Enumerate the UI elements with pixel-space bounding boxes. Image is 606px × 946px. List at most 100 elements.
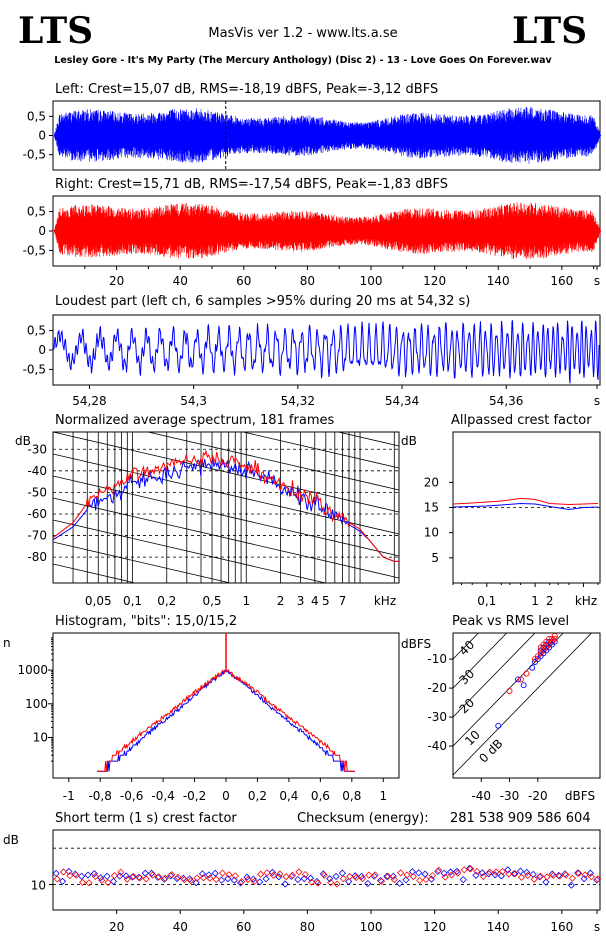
x-tick-label: 4 [311, 594, 319, 608]
crest-point-left [440, 869, 448, 877]
x-tick-label: 120 [423, 274, 446, 288]
crest-point-left [116, 872, 124, 880]
x-tick-label: kHz [374, 594, 396, 608]
crest-point-right [428, 872, 437, 880]
crest-point-right [492, 868, 500, 876]
crest-point-left [383, 872, 391, 881]
peak-rms-point-left [529, 664, 536, 671]
crest-point-right [454, 869, 462, 877]
short-crest-label: Short term (1 s) crest factor [55, 811, 237, 826]
x-tick-label: 160 [550, 920, 573, 934]
crest-point-left [78, 872, 86, 880]
left-wave-label: Left: Crest=15,07 dB, RMS=-18,19 dBFS, P… [55, 82, 439, 97]
y-tick-label: 15 [424, 501, 439, 515]
crest-point-right [320, 871, 328, 879]
peak-rms-point-right [551, 632, 558, 639]
x-tick-label: s [594, 920, 600, 934]
crest-point-left [338, 869, 346, 877]
crest-point-right [479, 872, 487, 881]
x-tick-label: 2 [277, 594, 285, 608]
loudest-label: Loudest part (left ch, 6 samples >95% du… [55, 294, 471, 309]
y-tick-label: 0 [38, 224, 46, 238]
crest-point-left [345, 877, 353, 886]
crest-point-right [79, 878, 87, 887]
crest-point-left [230, 876, 238, 884]
crest-point-right [250, 877, 258, 885]
crest-point-left [497, 872, 505, 880]
crest-point-right [206, 874, 214, 882]
crest-point-right [110, 872, 118, 880]
x-tick-label: 80 [300, 920, 315, 934]
crest-point-right [308, 878, 316, 886]
crest-point-left [421, 870, 429, 878]
crest-point-left [376, 876, 385, 885]
crest-point-right [161, 874, 169, 882]
y-tick-label: 10 [31, 879, 46, 893]
crest-point-right [568, 874, 576, 882]
peak-rms-point-left [495, 722, 502, 729]
crest-point-left [485, 870, 493, 878]
crest-point-left [332, 872, 340, 881]
crest-point-left [491, 871, 499, 879]
peak-rms-point-right [551, 635, 558, 642]
x-tick-label: 54,36 [489, 394, 523, 408]
crest-point-right [85, 879, 93, 887]
crest-point-left [237, 879, 245, 887]
crest-point-left [224, 875, 232, 883]
crest-point-right [149, 871, 157, 879]
x-tick-label: 20 [109, 920, 124, 934]
crest-point-left [103, 872, 111, 880]
crest-point-right [295, 868, 303, 876]
peak-rms-label: Peak vs RMS level [452, 614, 570, 629]
crest-point-left [586, 869, 595, 877]
y-tick-label: -0,5 [23, 148, 46, 162]
crest-point-left [52, 869, 60, 877]
left-waveform-plot: 0,5 0 -0,5 [23, 100, 601, 171]
histogram-left [97, 669, 355, 772]
crest-point-right [98, 876, 106, 884]
y-tick-label: 10 [33, 731, 48, 745]
slope-line [53, 674, 399, 754]
crest-point-left [567, 881, 575, 889]
crest-point-left [434, 867, 442, 875]
y-axis-label: dB [3, 833, 19, 847]
x-tick-label: 0,1 [477, 594, 496, 608]
crest-point-right [511, 870, 519, 878]
crest-point-left [205, 871, 213, 879]
x-tick-label: 5 [322, 594, 330, 608]
crest-point-left [122, 872, 130, 880]
crest-point-right [129, 872, 138, 881]
x-tick-label: 20 [109, 274, 124, 288]
plot-frame [52, 314, 601, 386]
crest-point-right [365, 871, 373, 879]
crest-diagonal [453, 633, 508, 689]
crest-point-left [186, 875, 194, 883]
y-axis-label: dB [15, 434, 31, 448]
slope-line [53, 475, 399, 557]
x-tick-label: 40 [173, 274, 188, 288]
app-title: MasVis ver 1.2 - www.lts.a.se [208, 26, 398, 41]
x-tick-label: -40 [471, 789, 491, 803]
crest-point-right [486, 868, 494, 876]
crest-point-right [174, 873, 182, 881]
crest-point-right [238, 878, 246, 886]
x-tick-label: -20 [528, 789, 548, 803]
crest-point-left [97, 874, 105, 882]
crest-point-right [225, 871, 233, 879]
x-tick-label: 0,6 [311, 789, 330, 803]
crest-point-left [281, 880, 289, 888]
crest-point-right [530, 875, 538, 883]
crest-point-right [352, 873, 360, 882]
x-tick-label: 54,28 [72, 394, 106, 408]
crest-point-left [593, 876, 601, 884]
x-tick-label: -0,4 [151, 789, 174, 803]
y-tick-label: 0 [38, 343, 46, 357]
crest-point-right [562, 871, 570, 879]
crest-point-right [231, 872, 239, 880]
x-tick-label: 40 [173, 920, 188, 934]
crest-point-right [187, 877, 195, 885]
crest-point-right [384, 872, 392, 880]
crest-point-left [192, 879, 200, 887]
crest-point-left [84, 871, 92, 879]
